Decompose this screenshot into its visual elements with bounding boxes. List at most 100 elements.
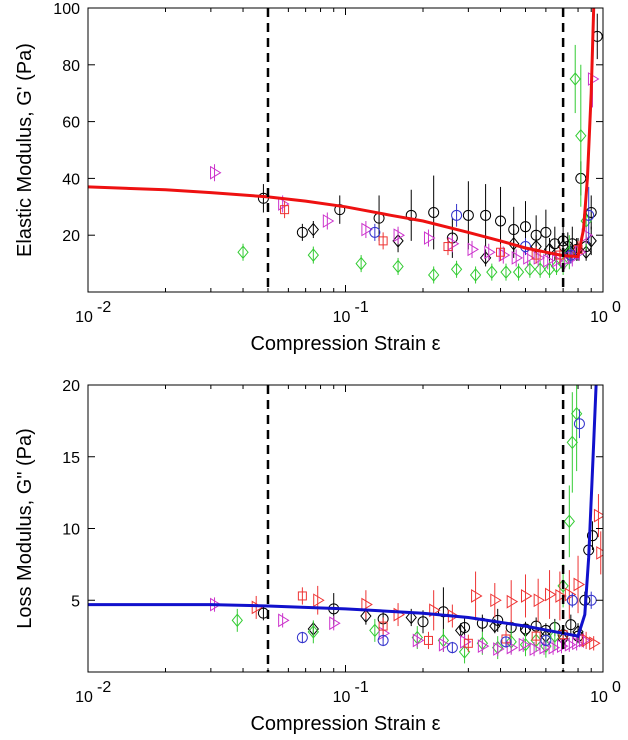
elastic-point [393,228,406,243]
loss-point [518,637,531,652]
loss-point [307,625,319,639]
loss-x-axis-label: Compression Strain ε [250,713,440,735]
loss-point [438,637,451,652]
elastic-x-tick-label: 10 [75,309,93,326]
loss-point [490,593,502,608]
elastic-data-markers [210,13,603,284]
loss-point [369,623,381,638]
elastic-point [484,245,496,260]
elastic-point [278,197,290,211]
elastic-y-tick-label: 20 [62,228,80,245]
elastic-x-tick-exponent: 0 [612,299,621,316]
loss-point [377,634,389,646]
elastic-point [423,231,436,245]
elastic-point [587,72,600,86]
elastic-point [322,214,335,228]
elastic-point [392,259,404,274]
elastic-point [237,245,249,260]
elastic-point [540,226,552,238]
loss-point [493,642,505,656]
elastic-point [307,248,319,262]
loss-point [360,609,372,623]
elastic-point [369,226,381,238]
elastic-y-tick-label: 100 [53,1,80,18]
loss-point [361,597,373,612]
elastic-point [469,268,482,282]
elastic-threshold-lines [266,8,565,292]
loss-point [540,634,552,646]
loss-point [500,636,512,648]
loss-data-markers [210,385,603,664]
loss-point [460,634,472,649]
loss-point [589,636,601,651]
loss-point [566,435,578,450]
elastic-point [443,242,453,252]
loss-x-tick-label: 10 [590,689,608,706]
elastic-point [508,236,520,251]
loss-point [278,613,290,628]
loss-point [573,577,586,592]
loss-point [463,638,473,648]
loss-x-tick-exponent: -2 [97,679,111,696]
loss-point [519,637,532,652]
elastic-point [480,209,492,221]
loss-point [545,587,557,602]
elastic-point [575,129,587,143]
loss-point [412,633,425,648]
loss-point [581,633,594,648]
elastic-point [355,256,367,271]
loss-point [489,619,501,633]
elastic-point [511,251,524,265]
loss-point [459,622,471,634]
loss-point [405,610,417,625]
loss-x-tick-exponent: 0 [612,679,621,696]
loss-point [565,619,577,631]
loss-point [563,514,575,529]
loss-point [417,616,429,628]
loss-point [506,640,519,655]
elastic-point [392,234,404,248]
elastic-point [467,242,479,257]
loss-point [531,631,541,641]
elastic-x-tick-exponent: -1 [355,299,369,316]
loss-point [251,600,264,615]
elastic-x-axis-label: Compression Strain ε [250,333,440,355]
loss-point [579,633,591,648]
loss-point [549,629,561,643]
elastic-point [428,206,440,218]
loss-threshold-lines [266,385,565,672]
elastic-point [210,165,222,180]
elastic-x-tick-label: 10 [333,309,351,326]
loss-point [477,639,490,654]
elastic-point [523,251,535,265]
elastic-point [451,209,463,221]
elastic-point [280,205,290,215]
loss-point [506,594,519,609]
elastic-point [500,265,512,279]
loss-point [586,530,598,542]
loss-point [313,593,325,608]
elastic-point [378,236,388,246]
elastic-point [512,265,525,279]
loss-y-tick-label: 10 [62,522,80,539]
elastic-y-tick-label: 80 [62,58,80,75]
elastic-point [569,72,581,86]
loss-y-tick-label: 5 [71,593,80,610]
elastic-y-tick-label: 40 [62,171,80,188]
loss-point [378,621,388,631]
loss-point [564,637,577,652]
loss-x-tick-label: 10 [75,689,93,706]
loss-point [573,418,585,430]
elastic-point [307,222,319,237]
elastic-point [496,247,506,257]
elastic-fit-curve [88,8,596,259]
elastic-point [519,221,531,233]
loss-point [572,636,584,651]
elastic-y-tick-label: 60 [62,115,80,132]
loss-point [566,594,578,606]
elastic-point [296,226,308,238]
